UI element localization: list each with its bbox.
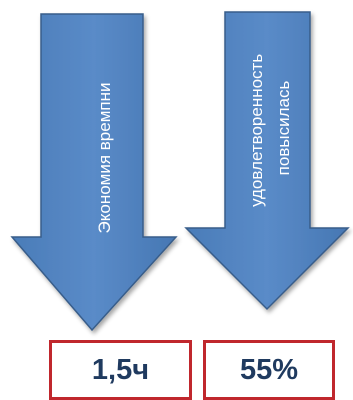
arrow-down-left: [10, 13, 178, 332]
arrow-1-label: Экономия времпни: [95, 83, 114, 234]
value-box-time: 1,5ч: [49, 340, 192, 400]
arrow-down-left-shape: [10, 13, 178, 332]
arrow-down-right-shape: [184, 11, 350, 311]
value-box-satisfaction: 55%: [203, 340, 335, 400]
arrow-2-label: удовлетворенность повысилась: [247, 49, 293, 207]
arrow-down-right: [184, 11, 350, 311]
value-time-saved: 1,5ч: [91, 353, 150, 386]
value-satisfaction: 55%: [239, 353, 299, 386]
